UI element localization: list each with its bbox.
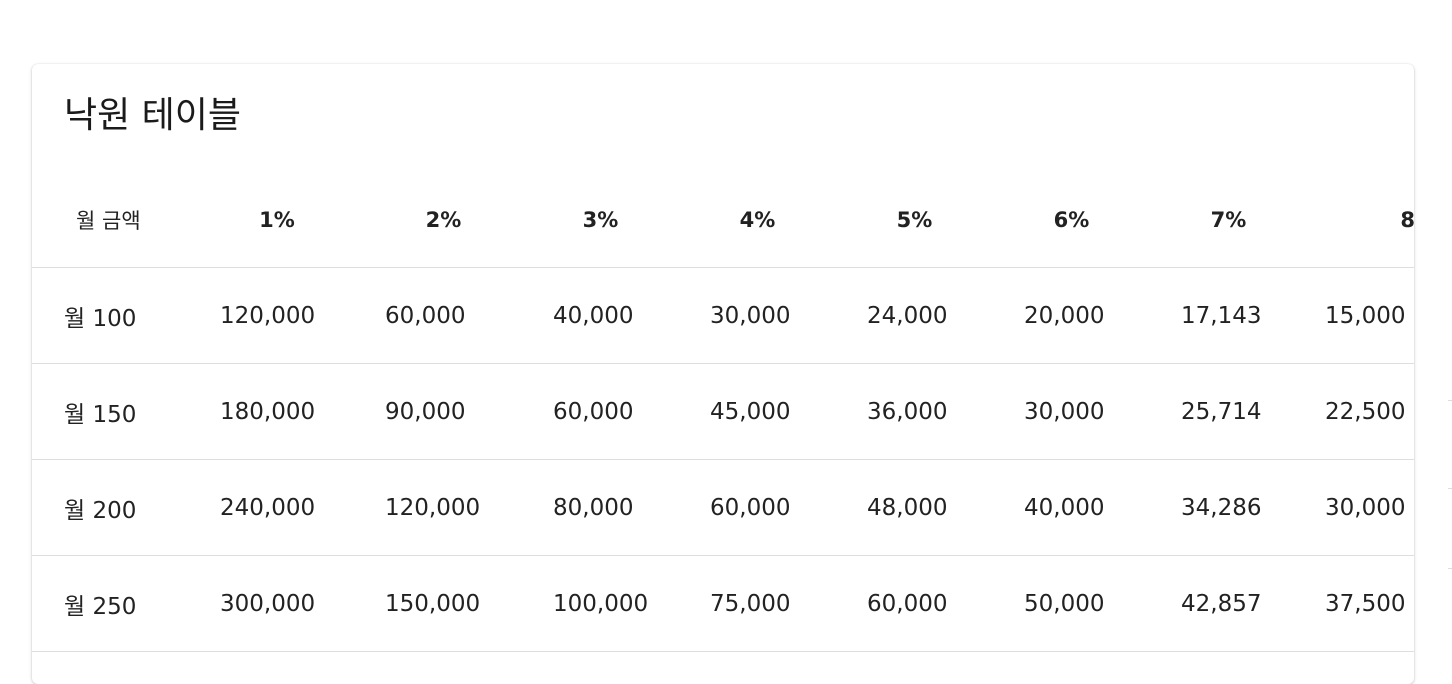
table-cell: 17,143	[1150, 267, 1307, 364]
table-cell: 20,000	[993, 267, 1150, 364]
table-cell: 48,000	[836, 459, 993, 556]
table-cell: 300,000	[189, 555, 365, 652]
table-cell: 40,000	[522, 267, 679, 364]
column-header-rate: 2%	[365, 172, 522, 268]
table-cell: 25,714	[1150, 363, 1307, 460]
column-header-rate: 3%	[522, 172, 679, 268]
table-row: 월 250 300,000 150,000 100,000 75,000 60,…	[32, 555, 1414, 652]
table-cell: 180,000	[189, 363, 365, 460]
row-label: 월 100	[32, 267, 189, 364]
column-header-rate: 7%	[1150, 172, 1307, 268]
table-cell: 120,000	[189, 267, 365, 364]
column-header-rate: 5%	[836, 172, 993, 268]
table-cell: 40,000	[993, 459, 1150, 556]
column-header-rate: 8%	[1307, 172, 1414, 268]
background-table-edge	[1448, 0, 1452, 648]
table-cell: 22,500	[1307, 363, 1414, 460]
table-cell: 24,000	[836, 267, 993, 364]
row-label: 월 150	[32, 363, 189, 460]
table-cell: 60,000	[522, 363, 679, 460]
table-cell: 60,000	[836, 555, 993, 652]
table-cell: 45,000	[679, 363, 836, 460]
table-cell: 120,000	[365, 459, 522, 556]
table-cell: 150,000	[365, 555, 522, 652]
table-row: 월 150 180,000 90,000 60,000 45,000 36,00…	[32, 363, 1414, 460]
table-cell: 50,000	[993, 555, 1150, 652]
table-cell: 240,000	[189, 459, 365, 556]
column-header-rate: 6%	[993, 172, 1150, 268]
table-cell: 100,000	[522, 555, 679, 652]
table-row: 월 100 120,000 60,000 40,000 30,000 24,00…	[32, 267, 1414, 364]
table-cell: 30,000	[679, 267, 836, 364]
column-header-rate: 1%	[189, 172, 365, 268]
table-cell: 60,000	[365, 267, 522, 364]
row-label: 월 250	[32, 555, 189, 652]
table-row: 월 200 240,000 120,000 80,000 60,000 48,0…	[32, 459, 1414, 556]
table-cell: 60,000	[679, 459, 836, 556]
card-title: 낙원 테이블	[64, 95, 242, 136]
table-cell: 36,000	[836, 363, 993, 460]
table-cell: 75,000	[679, 555, 836, 652]
table-cell: 42,857	[1150, 555, 1307, 652]
table-cell: 34,286	[1150, 459, 1307, 556]
table-cell: 15,000	[1307, 267, 1414, 364]
table-cell: 80,000	[522, 459, 679, 556]
row-label: 월 200	[32, 459, 189, 556]
paradise-table: 월 금액 1% 2% 3% 4% 5% 6% 7% 8% 월 100 120,0…	[32, 172, 1414, 652]
column-header-rate: 4%	[679, 172, 836, 268]
table-header-row: 월 금액 1% 2% 3% 4% 5% 6% 7% 8%	[32, 172, 1414, 268]
table-cell: 90,000	[365, 363, 522, 460]
table-cell: 30,000	[1307, 459, 1414, 556]
table-cell: 30,000	[993, 363, 1150, 460]
column-header-monthly-amount: 월 금액	[32, 172, 189, 268]
table-cell: 37,500	[1307, 555, 1414, 652]
paradise-table-card: 낙원 테이블 월 금액 1% 2% 3% 4% 5% 6% 7% 8% 월 10…	[32, 64, 1414, 684]
